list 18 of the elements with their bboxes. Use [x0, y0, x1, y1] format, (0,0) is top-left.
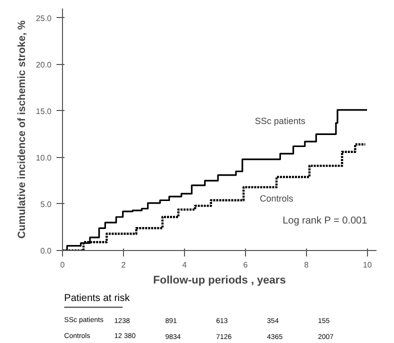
y-tick-label: 20.0	[36, 60, 52, 70]
x-tick-label: 2	[121, 260, 126, 270]
series-label: Controls	[260, 193, 294, 204]
annotation: Log rank P = 0.001	[282, 215, 368, 226]
text: Patients at risk	[64, 292, 131, 304]
x-tick-label: 0	[60, 260, 66, 270]
y-tick-label: 25.0	[36, 14, 52, 23]
y-tick-label: 10.0	[36, 153, 52, 162]
x-tick-label: 10	[362, 260, 372, 270]
y-tick-label: 5.0	[40, 200, 52, 209]
y-tick-label: 15.0	[36, 106, 52, 116]
x-tick-label: 8	[304, 260, 310, 270]
x-tick-label: 4	[182, 260, 188, 270]
y-axis-title: Cumulative incidence of ischemic stroke, %	[16, 20, 28, 239]
x-tick-label: 6	[243, 260, 248, 270]
x-axis-title: Follow-up periods , years	[153, 274, 286, 286]
series-label: SSc patients	[254, 116, 306, 126]
y-tick-label: 0.0	[40, 246, 52, 256]
